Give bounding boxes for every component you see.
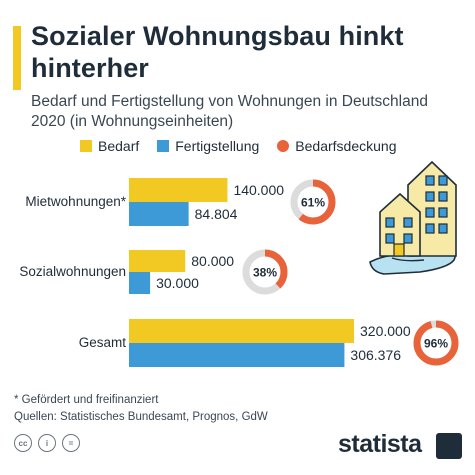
- statista-logo[interactable]: statista: [338, 430, 422, 458]
- legend-swatch-bedarfsdeckung: [277, 140, 290, 152]
- coverage-arc-mietwohnungen: [290, 179, 336, 225]
- legend-label-fertigstellung: Fertigstellung: [175, 138, 260, 154]
- chart-title: Sozialer Wohnungsbau hinkt hinterher: [31, 21, 404, 83]
- coverage-arc-sozialwohnungen: [242, 249, 288, 295]
- data-label-fertigstellung-mietwohnungen: 84.804: [195, 206, 238, 222]
- bar-chart: Mietwohnungen* 140.000 84.804 61% Sozialwohn…: [19, 160, 459, 367]
- category-label-mietwohnungen: Mietwohnungen*: [25, 194, 126, 209]
- cc-icon[interactable]: cc: [14, 434, 32, 452]
- statista-logo-icon: [436, 433, 462, 459]
- footnote-note: * Gefördert und freifinanziert: [14, 394, 159, 406]
- data-label-bedarf-sozialwohnungen: 80.000: [191, 253, 234, 269]
- by-icon[interactable]: i: [38, 434, 56, 452]
- coverage-arc-gesamt: [413, 320, 459, 366]
- category-label-sozialwohnungen: Sozialwohnungen: [19, 264, 126, 279]
- bar-bedarf-gesamt: [129, 319, 354, 343]
- legend-swatch-fertigstellung: [157, 140, 170, 152]
- chart-subtitle: Bedarf und Fertigstellung von Wohnungen …: [31, 93, 428, 130]
- legend: Bedarf Fertigstellung Bedarfsdeckung: [80, 138, 396, 154]
- category-label-gesamt: Gesamt: [79, 335, 127, 350]
- bar-fertigstellung-gesamt: [129, 343, 345, 367]
- coverage-label-gesamt: 96%: [424, 337, 448, 351]
- legend-swatch-bedarf: [80, 140, 92, 152]
- footnote-source: Quellen: Statistisches Bundesamt, Progno…: [14, 411, 268, 423]
- footnote: * Gefördert und freifinanziert Quellen: …: [14, 392, 268, 426]
- coverage-label-mietwohnungen: 61%: [301, 196, 325, 210]
- title-accent-bar: [13, 26, 21, 90]
- bar-bedarf-sozialwohnungen: [129, 250, 186, 272]
- data-label-bedarf-gesamt: 320.000: [360, 323, 411, 339]
- legend-label-bedarfsdeckung: Bedarfsdeckung: [295, 138, 397, 154]
- bar-fertigstellung-mietwohnungen: [129, 202, 189, 226]
- footer: cc i = statista: [0, 424, 475, 475]
- data-label-bedarf-mietwohnungen: 140.000: [233, 182, 284, 198]
- legend-item-fertigstellung: Fertigstellung: [157, 138, 259, 154]
- data-label-fertigstellung-gesamt: 306.376: [350, 347, 401, 363]
- legend-label-bedarf: Bedarf: [98, 138, 140, 154]
- nd-icon[interactable]: =: [62, 434, 80, 452]
- houses-illustration: [369, 160, 457, 275]
- data-label-fertigstellung-sozialwohnungen: 30.000: [156, 275, 199, 291]
- bar-bedarf-mietwohnungen: [129, 178, 228, 202]
- bar-fertigstellung-sozialwohnungen: [129, 272, 151, 294]
- coverage-label-sozialwohnungen: 38%: [253, 266, 277, 280]
- legend-item-bedarfsdeckung: Bedarfsdeckung: [277, 138, 396, 154]
- bars-group: Mietwohnungen* 140.000 84.804 61% Sozialwohn…: [19, 178, 459, 367]
- legend-item-bedarf: Bedarf: [80, 138, 139, 154]
